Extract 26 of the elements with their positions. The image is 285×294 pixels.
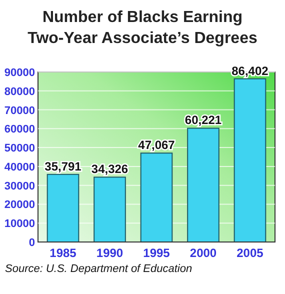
data-label: 47,067 — [138, 138, 176, 152]
chart-title: Number of Blacks Earning Two-Year Associate’s Degrees — [28, 9, 258, 47]
x-tick-label: 2000 — [190, 246, 217, 260]
data-label: 35,791 — [44, 159, 82, 174]
bar — [140, 152, 173, 242]
y-tick-label: 60000 — [4, 124, 35, 136]
x-tick-label: 2005 — [236, 246, 264, 260]
y-tick-label: 70000 — [4, 104, 35, 117]
x-tick-label: 1985 — [50, 246, 77, 260]
data-label: 60,221 — [184, 113, 222, 128]
source-note: Source: U.S. Department of Education — [5, 263, 192, 275]
x-tick-label: 1990 — [96, 246, 124, 260]
y-tick-label: 30000 — [4, 180, 35, 192]
bar — [187, 128, 220, 242]
y-tick-label: 80000 — [4, 86, 35, 98]
bar — [234, 78, 266, 242]
y-tick-label: 90000 — [4, 67, 35, 79]
y-tick-label: 50000 — [4, 142, 35, 155]
bar — [94, 176, 126, 242]
data-label: 34,326 — [91, 162, 128, 176]
y-tick-label: 10000 — [4, 218, 35, 230]
y-tick-label: 20000 — [4, 199, 35, 212]
y-tick-label: 0 — [28, 237, 35, 249]
bar — [46, 174, 80, 242]
y-tick-label: 40000 — [4, 161, 35, 174]
x-tick-label: 1995 — [143, 246, 170, 260]
